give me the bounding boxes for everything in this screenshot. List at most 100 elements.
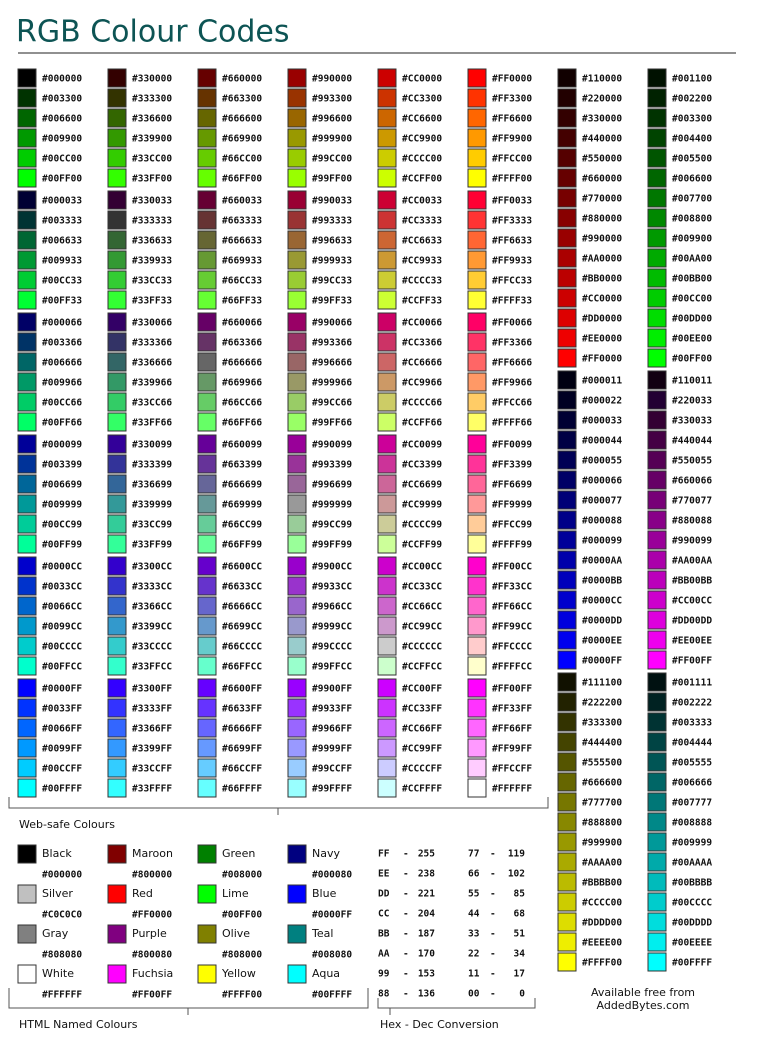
colour-code: #000055 (582, 456, 622, 467)
colour-code: #000011 (582, 376, 622, 387)
colour-code: #000000 (42, 74, 82, 85)
swatch (467, 616, 487, 636)
swatch (107, 576, 127, 596)
colour-code: #999933 (312, 256, 352, 267)
colour-code: #33CC99 (132, 520, 172, 531)
swatch (107, 884, 127, 904)
swatch (17, 108, 37, 128)
colour-code: #00FF33 (42, 296, 82, 307)
dec-value: 68 (514, 909, 526, 920)
swatch (647, 672, 667, 692)
swatch (377, 596, 397, 616)
colour-code: #0033FF (42, 704, 82, 715)
colour-code: #002222 (672, 698, 712, 709)
colour-code: #9933FF (312, 704, 352, 715)
colour-code: #00FF00 (42, 174, 82, 185)
swatch (377, 312, 397, 332)
swatch (287, 738, 307, 758)
separator: - (490, 869, 496, 880)
swatch (557, 752, 577, 772)
colour-code: #808080 (42, 950, 82, 961)
colour-code: #99CC33 (312, 276, 352, 287)
colour-name: Black (42, 847, 72, 860)
colour-code: #336600 (132, 114, 172, 125)
colour-code: #99FF00 (312, 174, 352, 185)
colour-code: #00BB00 (672, 274, 712, 285)
hex-value: 33 (468, 929, 480, 940)
colour-code: #990000 (582, 234, 622, 245)
swatch (467, 250, 487, 270)
colour-code: #0000EE (582, 636, 622, 647)
swatch (107, 372, 127, 392)
swatch (287, 718, 307, 738)
colour-code: #00DDDD (672, 918, 712, 929)
swatch (107, 168, 127, 188)
colour-code: #6699FF (222, 744, 262, 755)
swatch (287, 844, 307, 864)
colour-code: #333399 (132, 460, 172, 471)
colour-code: #FF66FF (492, 724, 532, 735)
swatch (197, 230, 217, 250)
swatch (17, 494, 37, 514)
swatch (197, 698, 217, 718)
swatch (647, 932, 667, 952)
swatch (197, 534, 217, 554)
colour-code: #00FF66 (42, 418, 82, 429)
separator: - (403, 909, 409, 920)
colour-name: Green (222, 847, 255, 860)
swatch (467, 372, 487, 392)
colour-code: #00CCFF (42, 764, 82, 775)
swatch (17, 190, 37, 210)
colour-code: #CC0066 (402, 318, 442, 329)
swatch (647, 692, 667, 712)
colour-code: #00CC99 (42, 520, 82, 531)
colour-code: #FFCC33 (492, 276, 532, 287)
swatch (197, 88, 217, 108)
swatch (377, 210, 397, 230)
colour-code: #00FF99 (42, 540, 82, 551)
swatch (647, 752, 667, 772)
colour-code: #CC6666 (402, 358, 442, 369)
colour-code: #777700 (582, 798, 622, 809)
swatch (467, 68, 487, 88)
colour-code: #00EEEE (672, 938, 712, 949)
swatch (17, 352, 37, 372)
colour-code: #0000AA (582, 556, 622, 567)
swatch (197, 270, 217, 290)
colour-code: #660000 (222, 74, 262, 85)
swatch (647, 450, 667, 470)
swatch (107, 128, 127, 148)
swatch (107, 210, 127, 230)
colour-code: #333333 (132, 216, 172, 227)
colour-code: #66CCFF (222, 764, 262, 775)
colour-code: #0000CC (42, 562, 82, 573)
colour-code: #330066 (132, 318, 172, 329)
colour-code: #FF99FF (492, 744, 532, 755)
dec-value: 51 (514, 929, 526, 940)
swatch (377, 556, 397, 576)
section-label: HTML Named Colours (19, 1018, 138, 1031)
colour-code: #33CCCC (132, 642, 172, 653)
swatch (17, 738, 37, 758)
hex-value: 77 (468, 849, 479, 860)
colour-code: #9966CC (312, 602, 352, 613)
colour-code: #550000 (582, 154, 622, 165)
swatch (197, 718, 217, 738)
colour-code: #669999 (222, 500, 262, 511)
swatch (17, 290, 37, 310)
colour-code: #006600 (42, 114, 82, 125)
colour-code: #009999 (672, 838, 712, 849)
colour-code: #110000 (582, 74, 622, 85)
colour-code: #003333 (672, 718, 712, 729)
colour-code: #DD0000 (582, 314, 622, 325)
colour-code: #6666FF (222, 724, 262, 735)
swatch (557, 228, 577, 248)
colour-code: #111100 (582, 678, 622, 689)
swatch (197, 514, 217, 534)
dec-value: 221 (418, 889, 435, 900)
colour-code: #CC66CC (402, 602, 442, 613)
swatch (377, 352, 397, 372)
separator: - (403, 929, 409, 940)
swatch (647, 308, 667, 328)
colour-code: #002200 (672, 94, 712, 105)
